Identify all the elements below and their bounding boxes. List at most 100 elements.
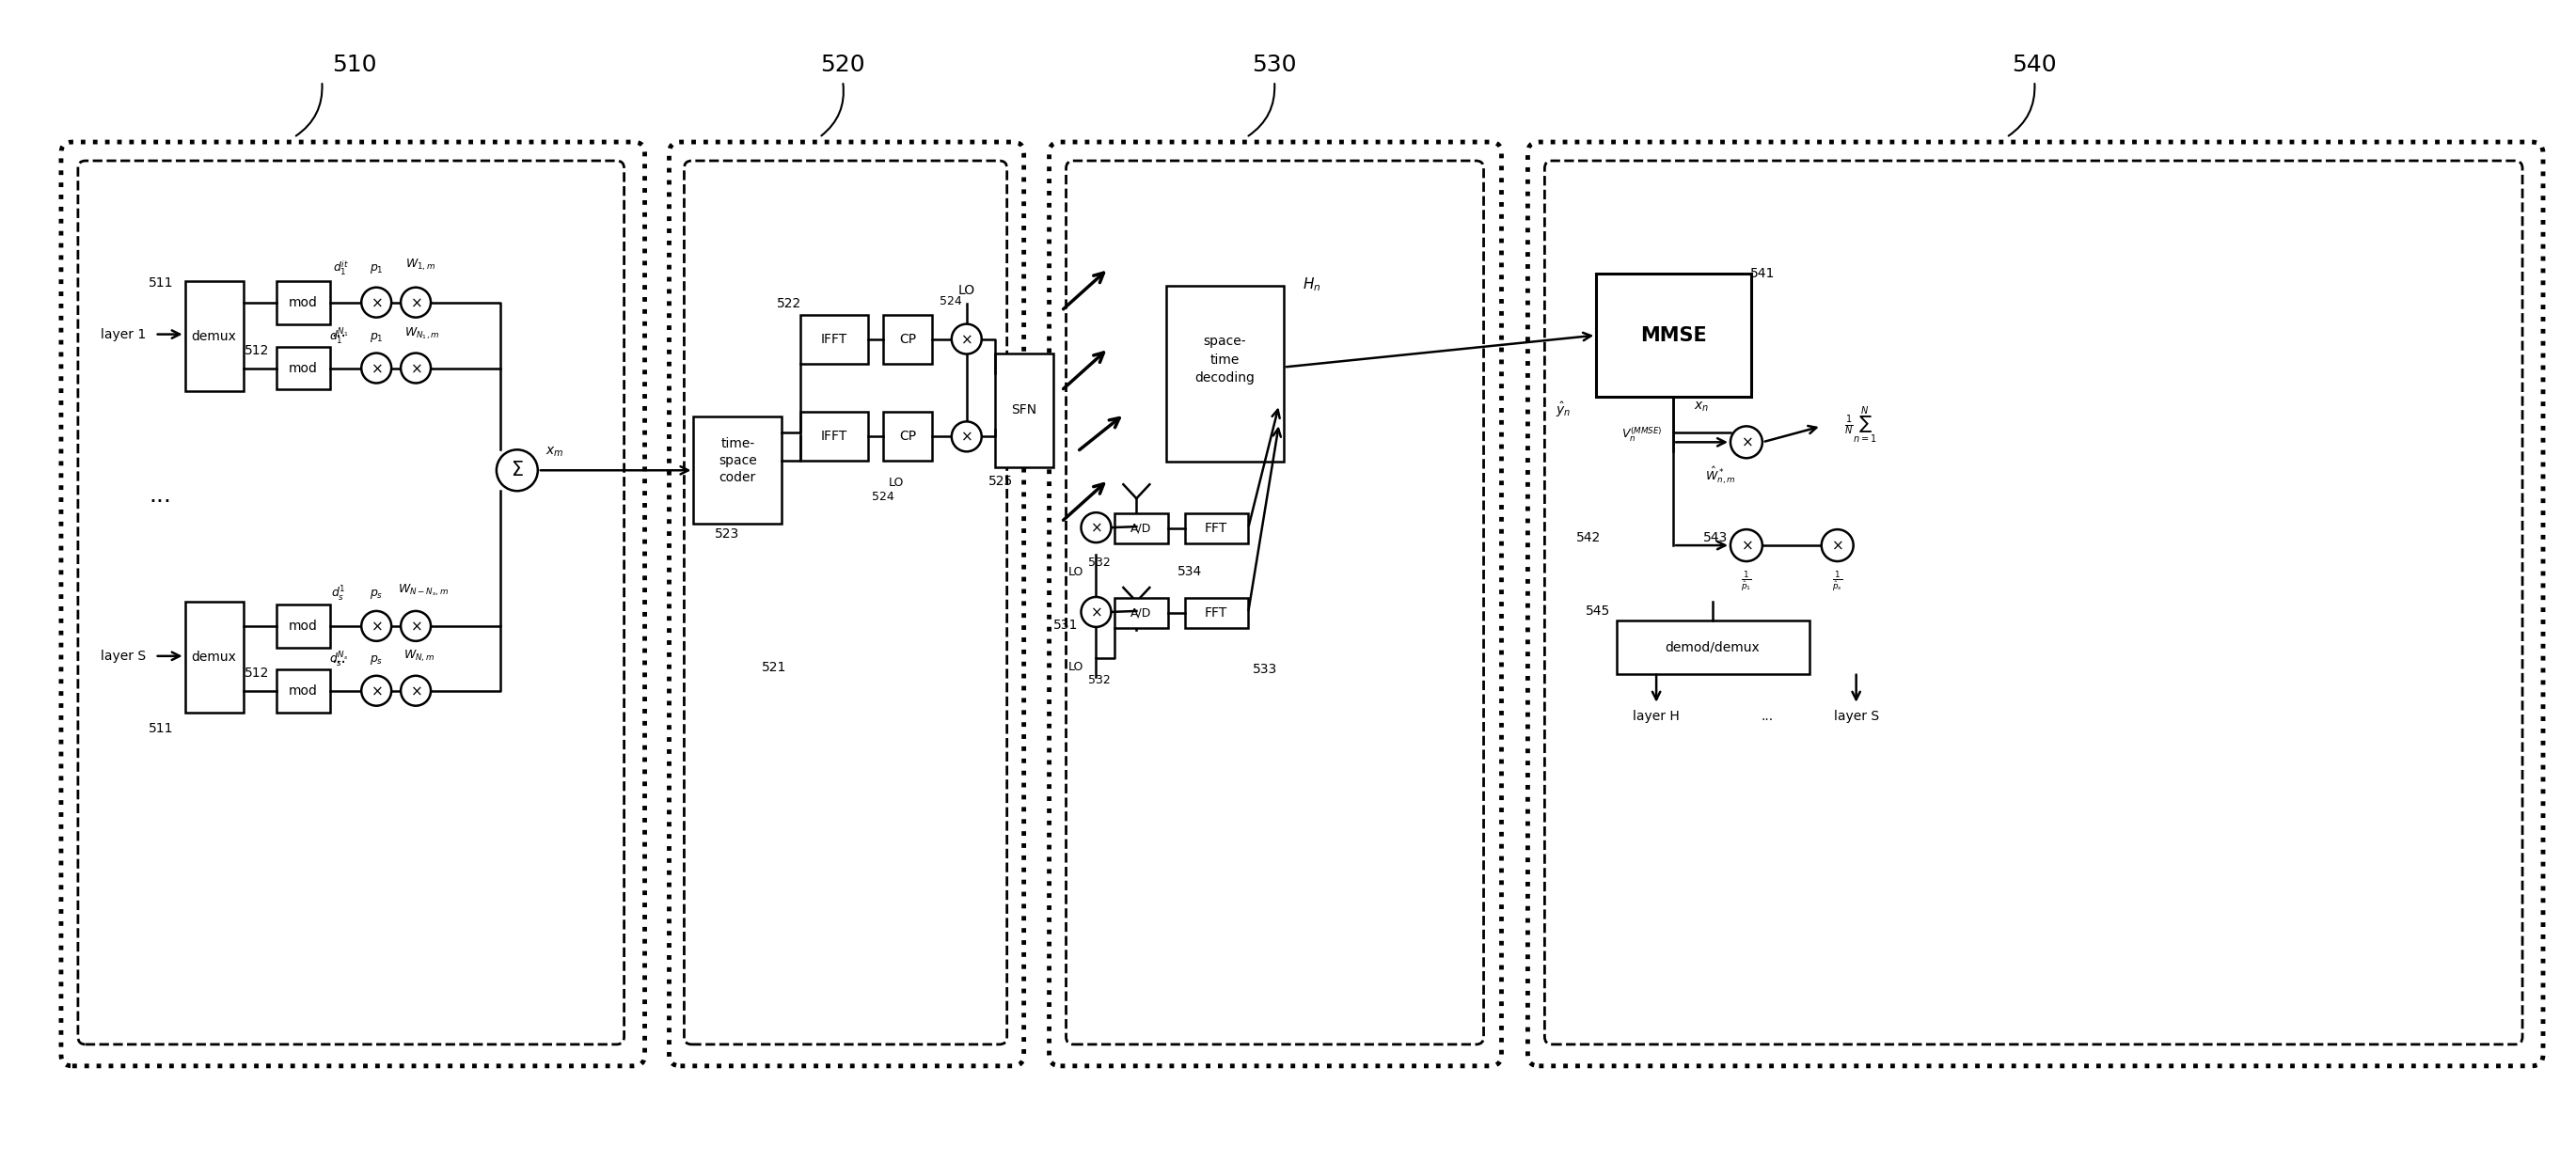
Text: $\times$: $\times$	[410, 683, 422, 698]
Text: 524: 524	[940, 295, 961, 308]
Text: 522: 522	[778, 296, 801, 310]
Text: $\times$: $\times$	[1090, 521, 1103, 535]
Circle shape	[402, 676, 430, 705]
Text: A/D: A/D	[1131, 523, 1151, 535]
Text: 542: 542	[1577, 531, 1602, 545]
Text: time: time	[1211, 353, 1239, 366]
Circle shape	[1082, 512, 1110, 543]
Circle shape	[361, 676, 392, 705]
Text: coder: coder	[719, 472, 757, 485]
Text: SFN: SFN	[1012, 403, 1036, 417]
Bar	[276, 346, 330, 389]
Circle shape	[402, 611, 430, 641]
Text: 533: 533	[1252, 662, 1278, 676]
Text: time-: time-	[721, 437, 755, 451]
Text: ...: ...	[149, 485, 173, 507]
Text: 511: 511	[147, 277, 173, 289]
Text: demod/demux: demod/demux	[1664, 641, 1759, 654]
Text: $\times$: $\times$	[961, 332, 974, 346]
Bar	[801, 413, 868, 461]
Text: IFFT: IFFT	[822, 430, 848, 443]
Text: $\times$: $\times$	[1741, 435, 1752, 450]
Text: MMSE: MMSE	[1641, 325, 1705, 345]
Bar	[276, 669, 330, 712]
Text: ...: ...	[332, 650, 345, 666]
Bar	[276, 604, 330, 647]
Text: 512: 512	[245, 344, 270, 357]
Text: mod: mod	[289, 361, 317, 374]
Text: $p_s$: $p_s$	[368, 588, 384, 601]
Text: IFFT: IFFT	[822, 332, 848, 345]
Text: $\Sigma$: $\Sigma$	[510, 461, 523, 480]
Circle shape	[497, 450, 538, 492]
Text: CP: CP	[899, 430, 917, 443]
Bar	[1167, 286, 1283, 461]
Text: space: space	[719, 454, 757, 467]
Text: $\times$: $\times$	[961, 430, 974, 444]
Text: ...: ...	[1762, 710, 1772, 723]
Text: 545: 545	[1587, 604, 1610, 617]
Circle shape	[1821, 530, 1852, 561]
Bar	[994, 353, 1054, 467]
Circle shape	[951, 422, 981, 452]
Text: $d_1^{N_1}$: $d_1^{N_1}$	[330, 328, 348, 347]
Text: demux: demux	[191, 330, 237, 343]
Text: $x_m$: $x_m$	[546, 445, 564, 458]
Text: 534: 534	[1177, 565, 1203, 579]
Text: $\frac{1}{N}\sum_{n=1}^{N}$: $\frac{1}{N}\sum_{n=1}^{N}$	[1844, 406, 1878, 445]
Text: $\times$: $\times$	[371, 683, 381, 698]
Text: 541: 541	[1749, 267, 1775, 280]
Text: mod: mod	[289, 296, 317, 309]
Text: 532: 532	[1090, 557, 1110, 568]
Text: 531: 531	[1054, 618, 1079, 632]
Text: $\hat{x}_n$: $\hat{x}_n$	[1695, 395, 1708, 414]
Bar	[185, 281, 242, 392]
Circle shape	[361, 287, 392, 317]
Circle shape	[402, 353, 430, 383]
Bar	[884, 315, 933, 364]
FancyBboxPatch shape	[62, 142, 644, 1066]
Text: $d_1^{it}$: $d_1^{it}$	[332, 259, 348, 278]
Circle shape	[402, 287, 430, 317]
Circle shape	[1731, 530, 1762, 561]
Text: 532: 532	[1090, 674, 1110, 687]
Text: 520: 520	[819, 53, 866, 77]
FancyBboxPatch shape	[1048, 142, 1502, 1066]
Text: mod: mod	[289, 619, 317, 632]
Text: 525: 525	[989, 475, 1012, 488]
FancyBboxPatch shape	[1528, 142, 2543, 1066]
Bar	[185, 602, 242, 712]
Text: 523: 523	[716, 528, 739, 540]
Circle shape	[361, 353, 392, 383]
Text: FFT: FFT	[1206, 522, 1229, 535]
Text: 521: 521	[762, 661, 786, 674]
Bar	[1597, 273, 1752, 397]
Text: LO: LO	[889, 476, 904, 488]
Text: decoding: decoding	[1195, 372, 1255, 385]
Text: 510: 510	[332, 53, 376, 77]
Bar	[884, 413, 933, 461]
Text: LO: LO	[1069, 566, 1082, 578]
Bar	[693, 417, 781, 524]
Circle shape	[1082, 597, 1110, 627]
Bar	[1115, 514, 1170, 544]
Text: ...: ...	[332, 323, 345, 340]
Text: $\times$: $\times$	[1832, 538, 1844, 552]
Text: $d_s^{N_s}$: $d_s^{N_s}$	[330, 651, 348, 669]
Text: $\times$: $\times$	[410, 295, 422, 309]
Circle shape	[361, 611, 392, 641]
Bar	[1115, 598, 1170, 627]
Circle shape	[1731, 426, 1762, 458]
Text: $\frac{1}{\hat{p}_s}$: $\frac{1}{\hat{p}_s}$	[1832, 569, 1842, 593]
Text: $W_{1,m}$: $W_{1,m}$	[404, 257, 435, 273]
Text: space-: space-	[1203, 335, 1247, 347]
Text: $\times$: $\times$	[410, 619, 422, 633]
Bar	[1618, 621, 1808, 674]
Text: $\frac{1}{\hat{p}_1}$: $\frac{1}{\hat{p}_1}$	[1741, 569, 1752, 593]
Text: $W_{N_1,m}$: $W_{N_1,m}$	[404, 325, 440, 342]
Text: $p_1$: $p_1$	[368, 330, 384, 344]
Bar	[276, 281, 330, 324]
Text: $p_s$: $p_s$	[368, 653, 384, 666]
Text: $\hat{y}_n$: $\hat{y}_n$	[1556, 400, 1571, 418]
Text: demux: demux	[191, 651, 237, 664]
